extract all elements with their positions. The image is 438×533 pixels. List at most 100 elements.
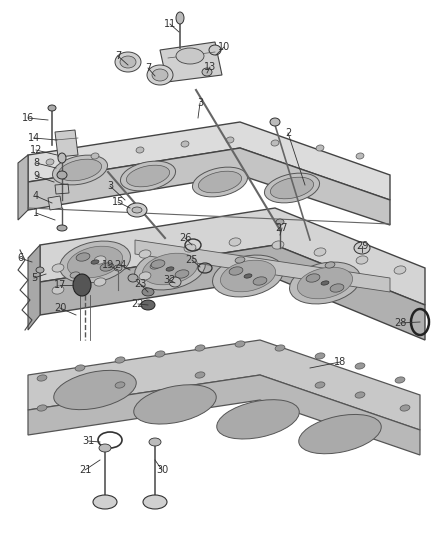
Ellipse shape (73, 274, 91, 296)
Polygon shape (135, 240, 390, 292)
Ellipse shape (143, 495, 167, 509)
Ellipse shape (356, 256, 368, 264)
Ellipse shape (37, 405, 47, 411)
Ellipse shape (356, 153, 364, 159)
Ellipse shape (272, 241, 284, 249)
Ellipse shape (270, 118, 280, 126)
Ellipse shape (134, 385, 216, 424)
Text: 7: 7 (145, 63, 151, 73)
Text: 31: 31 (82, 436, 94, 446)
Text: 8: 8 (33, 158, 39, 168)
Text: 9: 9 (33, 171, 39, 181)
Polygon shape (55, 130, 78, 157)
Ellipse shape (330, 284, 344, 292)
Ellipse shape (235, 257, 245, 263)
Ellipse shape (276, 219, 284, 225)
Ellipse shape (91, 260, 99, 264)
Ellipse shape (151, 260, 165, 268)
Ellipse shape (212, 255, 283, 297)
Ellipse shape (395, 377, 405, 383)
Text: 23: 23 (134, 279, 146, 289)
Ellipse shape (176, 12, 184, 24)
Ellipse shape (128, 274, 138, 282)
Text: 20: 20 (54, 303, 66, 313)
Text: 4: 4 (33, 191, 39, 201)
Text: 26: 26 (179, 233, 191, 243)
Ellipse shape (175, 270, 189, 278)
Ellipse shape (142, 288, 154, 296)
Ellipse shape (152, 69, 168, 81)
Text: 11: 11 (164, 19, 176, 29)
Ellipse shape (354, 242, 370, 254)
Ellipse shape (195, 345, 205, 351)
Text: 32: 32 (164, 275, 176, 285)
Polygon shape (28, 148, 390, 225)
Ellipse shape (290, 262, 360, 304)
Text: 22: 22 (132, 299, 144, 309)
Ellipse shape (139, 250, 151, 258)
Ellipse shape (54, 370, 136, 410)
Ellipse shape (46, 159, 54, 165)
Ellipse shape (306, 274, 320, 282)
Ellipse shape (316, 145, 324, 151)
Ellipse shape (297, 267, 353, 299)
Ellipse shape (155, 351, 165, 357)
Ellipse shape (127, 203, 147, 217)
Text: 1: 1 (33, 208, 39, 218)
Ellipse shape (93, 495, 117, 509)
Ellipse shape (127, 165, 170, 187)
Ellipse shape (91, 153, 99, 159)
Ellipse shape (181, 141, 189, 147)
Ellipse shape (314, 248, 326, 256)
Polygon shape (28, 122, 390, 200)
Ellipse shape (58, 159, 102, 181)
Text: 5: 5 (31, 273, 37, 283)
Polygon shape (28, 340, 420, 430)
Text: 13: 13 (204, 62, 216, 72)
Ellipse shape (75, 365, 85, 371)
Ellipse shape (132, 207, 142, 213)
Ellipse shape (400, 405, 410, 411)
Polygon shape (160, 42, 222, 82)
Ellipse shape (220, 260, 276, 292)
Ellipse shape (115, 357, 125, 363)
Ellipse shape (147, 65, 173, 85)
Text: 3: 3 (107, 181, 113, 191)
Ellipse shape (57, 225, 67, 231)
Ellipse shape (142, 253, 198, 285)
Ellipse shape (94, 256, 106, 264)
Ellipse shape (141, 300, 155, 310)
Ellipse shape (149, 438, 161, 446)
Ellipse shape (60, 241, 131, 283)
Ellipse shape (36, 267, 44, 273)
Ellipse shape (253, 277, 267, 285)
Ellipse shape (57, 171, 67, 179)
Ellipse shape (115, 52, 141, 72)
Ellipse shape (355, 392, 365, 398)
Ellipse shape (265, 173, 320, 203)
Ellipse shape (299, 415, 381, 454)
Text: 7: 7 (115, 51, 121, 61)
Polygon shape (40, 208, 425, 305)
Text: 10: 10 (218, 42, 230, 52)
Ellipse shape (192, 167, 247, 197)
Ellipse shape (115, 382, 125, 388)
Text: 18: 18 (334, 357, 346, 367)
Ellipse shape (229, 267, 243, 275)
Ellipse shape (209, 45, 221, 55)
Ellipse shape (315, 353, 325, 359)
Ellipse shape (271, 140, 279, 146)
Ellipse shape (52, 286, 64, 294)
Ellipse shape (70, 272, 80, 278)
Ellipse shape (37, 375, 47, 381)
Ellipse shape (120, 161, 176, 191)
Ellipse shape (217, 400, 299, 439)
Text: 27: 27 (276, 223, 288, 233)
Ellipse shape (195, 372, 205, 378)
Ellipse shape (202, 68, 212, 76)
Text: 30: 30 (156, 465, 168, 475)
Text: 21: 21 (79, 465, 91, 475)
Ellipse shape (229, 238, 241, 246)
Ellipse shape (325, 262, 335, 268)
Ellipse shape (58, 153, 66, 163)
